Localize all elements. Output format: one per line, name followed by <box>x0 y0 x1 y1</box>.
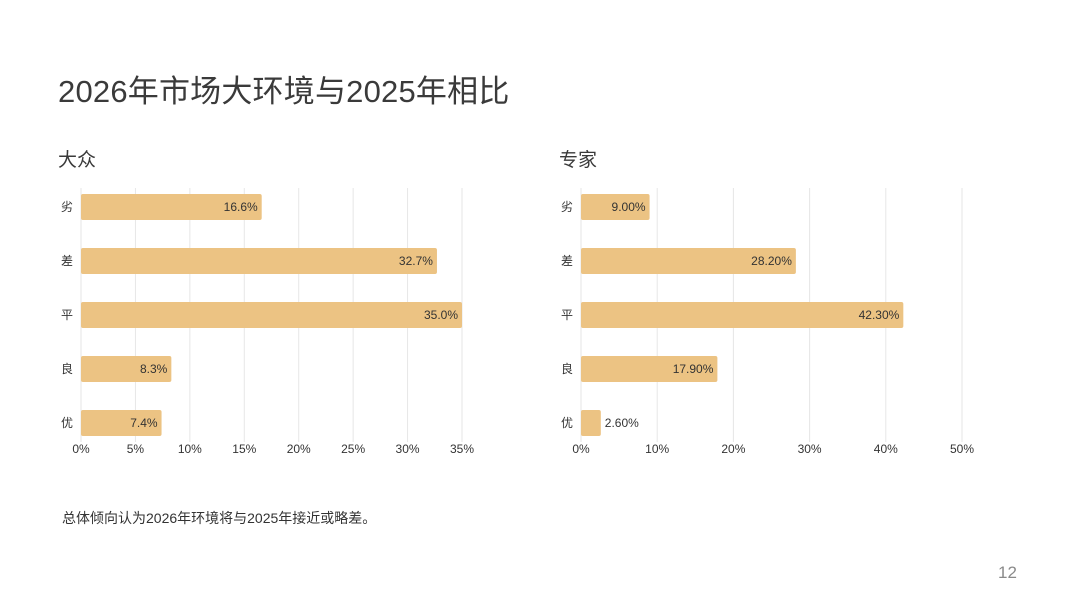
page-title: 2026年市场大环境与2025年相比 <box>58 74 510 109</box>
data-label: 32.7% <box>399 254 433 268</box>
data-label: 2.60% <box>605 416 639 430</box>
data-label: 17.90% <box>673 362 714 376</box>
category-label: 劣 <box>61 200 73 214</box>
x-tick-label: 30% <box>396 442 420 456</box>
category-label: 差 <box>61 254 73 268</box>
data-label: 8.3% <box>140 362 168 376</box>
bar <box>81 248 437 274</box>
category-label: 平 <box>61 308 73 322</box>
x-tick-label: 35% <box>450 442 474 456</box>
x-tick-label: 25% <box>341 442 365 456</box>
x-tick-label: 0% <box>572 442 590 456</box>
x-tick-label: 20% <box>287 442 311 456</box>
category-label: 优 <box>61 416 73 430</box>
summary-text: 总体倾向认为2026年环境将与2025年接近或略差。 <box>62 510 377 526</box>
bar <box>81 356 172 382</box>
bar <box>581 356 718 382</box>
x-tick-label: 5% <box>127 442 145 456</box>
x-tick-label: 50% <box>950 442 974 456</box>
data-label: 28.20% <box>751 254 792 268</box>
page-number: 12 <box>998 563 1017 582</box>
x-tick-label: 15% <box>232 442 256 456</box>
category-label: 差 <box>561 254 573 268</box>
bar <box>581 194 650 220</box>
bar <box>81 410 162 436</box>
category-label: 平 <box>561 308 573 322</box>
chart-experts: 0% 10% 20% 30% 40% 50% 劣 9.00% 差 28.20% 平 42.30% 良 17… <box>561 188 974 456</box>
data-label: 35.0% <box>424 308 458 322</box>
category-label: 良 <box>61 361 73 376</box>
x-tick-label: 20% <box>721 442 745 456</box>
chart-title-public: 大众 <box>58 150 97 171</box>
category-label: 劣 <box>561 200 573 214</box>
x-tick-label: 40% <box>874 442 898 456</box>
x-tick-label: 30% <box>798 442 822 456</box>
data-label: 42.30% <box>859 308 900 322</box>
data-label: 7.4% <box>130 416 158 430</box>
x-tick-label: 10% <box>645 442 669 456</box>
bar <box>81 194 262 220</box>
category-label: 优 <box>561 416 573 430</box>
x-tick-label: 0% <box>72 442 90 456</box>
bar <box>581 248 796 274</box>
category-label: 良 <box>561 361 573 376</box>
chart-title-experts: 专家 <box>559 150 598 171</box>
chart-public: 0% 5% 10% 15% 20% 25% 30% 35% 劣 16.6% 差 32.7% 平 35.0%… <box>61 188 474 456</box>
bar <box>581 302 904 328</box>
bar <box>81 302 462 328</box>
x-tick-label: 10% <box>178 442 202 456</box>
data-label: 9.00% <box>612 200 646 214</box>
bar <box>581 410 601 436</box>
data-label: 16.6% <box>224 200 258 214</box>
